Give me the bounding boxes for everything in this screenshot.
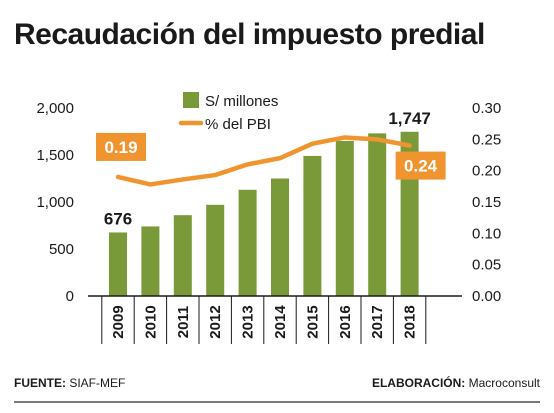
x-tick-label: 2018 bbox=[402, 305, 419, 338]
y-right-tick-label: 0.25 bbox=[472, 131, 501, 148]
bar bbox=[368, 133, 387, 296]
y-right-tick-label: 0.15 bbox=[472, 194, 501, 211]
data-label: 676 bbox=[104, 209, 132, 228]
x-tick-label: 2012 bbox=[207, 305, 224, 338]
source-label: FUENTE: bbox=[14, 376, 66, 390]
y-left-tick-label: 1,000 bbox=[36, 194, 74, 211]
x-tick-label: 2011 bbox=[175, 306, 192, 339]
bar bbox=[141, 226, 160, 296]
y-right-tick-label: 0.30 bbox=[472, 100, 501, 117]
footer-divider bbox=[14, 401, 540, 403]
y-right-tick-label: 0.10 bbox=[472, 225, 501, 242]
bar bbox=[303, 155, 322, 296]
y-left-tick-label: 1,500 bbox=[36, 147, 74, 164]
x-tick-label: 2010 bbox=[142, 305, 159, 338]
bar bbox=[173, 215, 192, 296]
credit-note: ELABORACIÓN: Macroconsult bbox=[372, 376, 540, 390]
series-line bbox=[115, 135, 412, 187]
y-right-tick-label: 0.20 bbox=[472, 163, 501, 180]
data-label-badge bbox=[395, 151, 446, 180]
x-tick-label: 2009 bbox=[110, 305, 127, 338]
legend-label-bars: S/ millones bbox=[205, 93, 278, 110]
source-note: FUENTE: SIAF-MEF bbox=[14, 376, 125, 390]
y-right-tick-label: 0.05 bbox=[472, 257, 501, 274]
data-label: 1,747 bbox=[388, 109, 431, 128]
legend-swatch-bars bbox=[183, 92, 199, 108]
x-tick-label: 2016 bbox=[337, 305, 354, 338]
y-left-tick-label: 0 bbox=[66, 288, 74, 305]
chart-title: Recaudación del impuesto predial bbox=[14, 18, 485, 51]
data-label: 0.19 bbox=[104, 138, 137, 157]
credit-value: Macroconsult bbox=[465, 376, 540, 390]
bar bbox=[238, 189, 257, 296]
bar bbox=[271, 178, 289, 296]
bar bbox=[109, 232, 127, 296]
x-tick-label: 2013 bbox=[240, 305, 257, 338]
x-tick-label: 2017 bbox=[369, 305, 386, 338]
data-label-badge bbox=[96, 132, 146, 161]
credit-label: ELABORACIÓN: bbox=[371, 376, 466, 390]
bar bbox=[335, 140, 354, 296]
x-tick-label: 2014 bbox=[272, 305, 289, 339]
y-right-tick-label: 0.00 bbox=[472, 288, 501, 305]
y-left-tick-label: 2,000 bbox=[36, 100, 74, 117]
x-tick-label: 2015 bbox=[304, 305, 321, 338]
bar bbox=[206, 204, 225, 296]
y-left-tick-label: 500 bbox=[49, 241, 74, 258]
source-value: SIAF-MEF bbox=[66, 376, 126, 390]
data-label: 0.24 bbox=[404, 157, 438, 176]
legend-label-line: % del PBI bbox=[205, 116, 271, 133]
